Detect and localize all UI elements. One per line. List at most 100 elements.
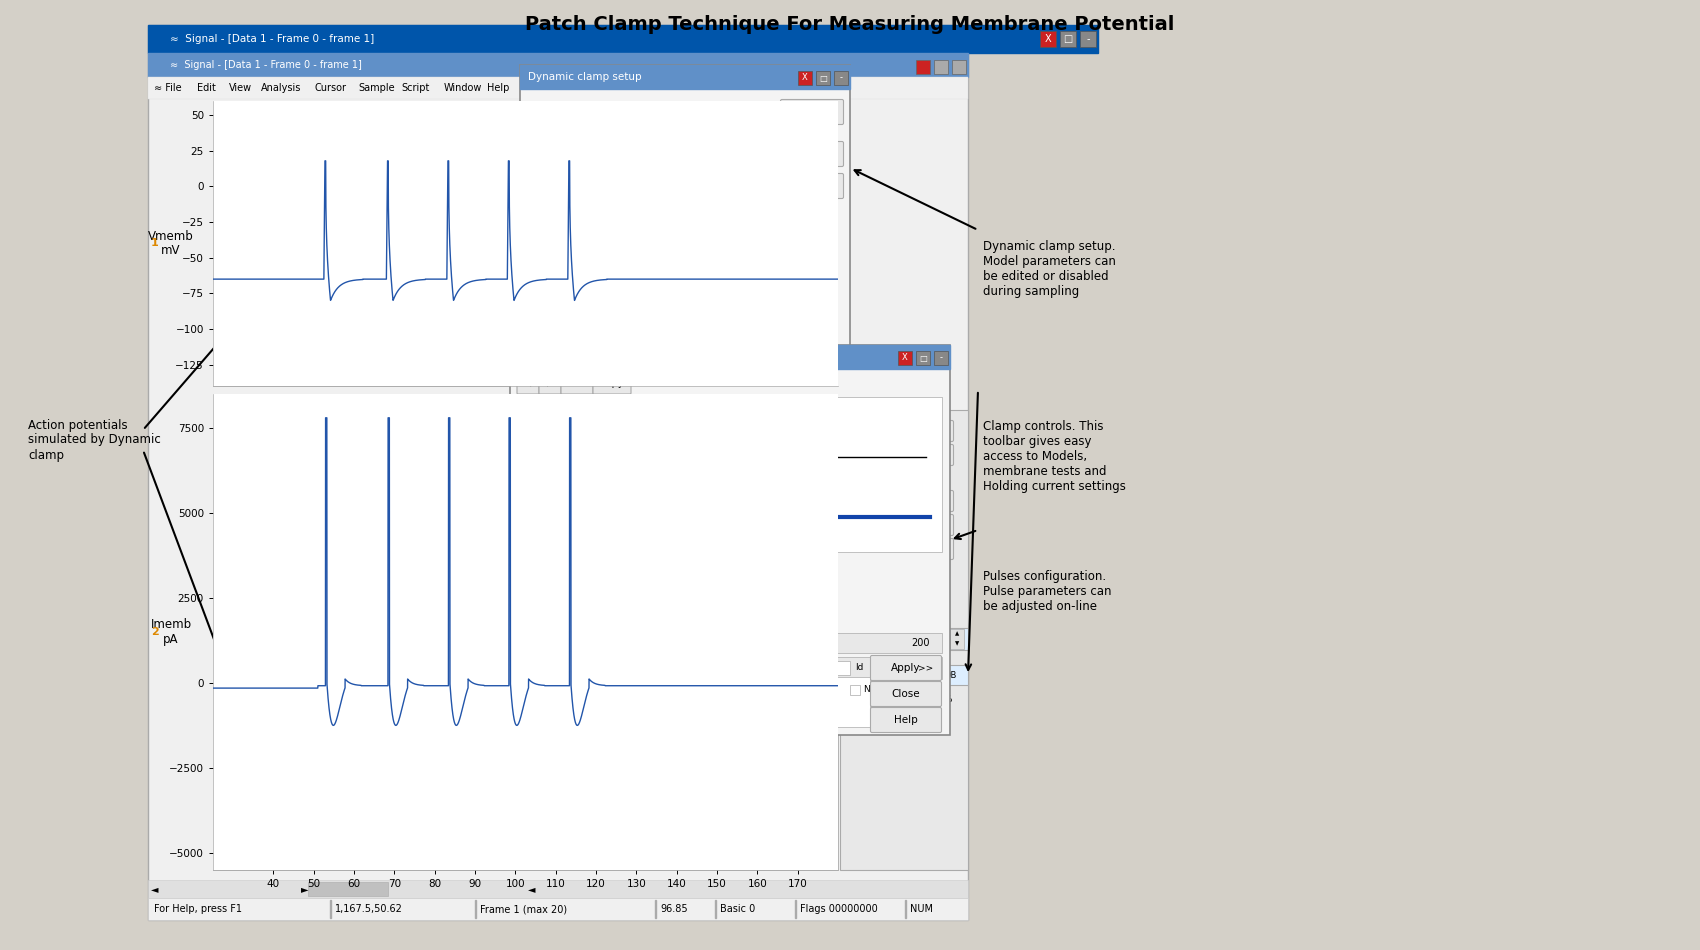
Text: Script: Script	[401, 83, 430, 93]
Bar	[797, 71, 813, 85]
Text: 0: 0	[745, 150, 751, 160]
Text: ◄: ◄	[529, 884, 536, 894]
Text: R(tot) 544.3 GOhm: R(tot) 544.3 GOhm	[843, 657, 937, 667]
Text: Id: Id	[855, 663, 864, 673]
Text: ▲: ▲	[955, 632, 959, 636]
Text: Edit: Edit	[197, 83, 216, 93]
Bar	[308, 882, 388, 896]
Text: Pause: Pause	[862, 602, 891, 612]
Bar	[892, 671, 903, 681]
Text: Linear Leak: Linear Leak	[532, 132, 585, 142]
FancyBboxPatch shape	[539, 372, 561, 394]
Text: Model type: Model type	[532, 114, 586, 124]
Text: Models...: Models...	[843, 671, 882, 679]
Text: >>: >>	[918, 663, 933, 673]
Text: Add >>: Add >>	[792, 107, 831, 117]
FancyBboxPatch shape	[855, 445, 954, 466]
Bar	[610, 661, 850, 675]
FancyBboxPatch shape	[911, 660, 942, 676]
FancyBboxPatch shape	[780, 100, 843, 124]
Text: Disable all: Disable all	[904, 671, 949, 679]
Text: 0 ms: 0 ms	[522, 638, 546, 648]
Bar	[212, 394, 838, 870]
Text: ≈  Signal - [Data 1 - Frame 0 - frame 1]: ≈ Signal - [Data 1 - Frame 0 - frame 1]	[170, 34, 374, 44]
Text: 2: 2	[151, 627, 158, 637]
Text: C: C	[524, 467, 530, 477]
Text: Chans: Chans	[695, 114, 726, 124]
Text: X: X	[802, 73, 808, 83]
Bar	[840, 665, 967, 685]
Text: Basic 0: Basic 0	[721, 904, 755, 914]
Text: Patch Clamp Technique For Measuring Membrane Potential: Patch Clamp Technique For Measuring Memb…	[525, 15, 1175, 34]
Text: Pulses configuration.
Pulse parameters can
be adjusted on-line: Pulses configuration. Pulse parameters c…	[983, 570, 1112, 613]
Bar	[933, 60, 949, 74]
Text: D: D	[524, 437, 532, 447]
Text: 200: 200	[911, 638, 930, 648]
Text: □: □	[819, 73, 826, 83]
Bar	[520, 65, 850, 89]
Bar	[835, 71, 848, 85]
Text: Stop: Stop	[892, 450, 915, 460]
Text: ms: ms	[847, 879, 862, 889]
Bar	[148, 25, 1098, 53]
Bar	[950, 629, 964, 649]
Text: Hodgkin-Huxley (A/B): Hodgkin-Huxley (A/B)	[532, 168, 629, 178]
Text: For Help, press F1: For Help, press F1	[155, 904, 241, 914]
Text: ¶: ¶	[899, 663, 906, 673]
FancyBboxPatch shape	[870, 656, 942, 680]
Bar	[933, 351, 949, 365]
Text: Close: Close	[609, 305, 638, 315]
Text: 1,167.5,50.62: 1,167.5,50.62	[335, 904, 403, 914]
Text: Force model conductances to zero between sampling sweeps: Force model conductances to zero between…	[542, 273, 777, 281]
Text: Abort: Abort	[891, 520, 918, 530]
Text: X: X	[1046, 34, 1051, 44]
Text: Dynamic clamp setup: Dynamic clamp setup	[529, 72, 641, 82]
Text: Action potentials
simulated by Dynamic
clamp: Action potentials simulated by Dynamic c…	[27, 419, 162, 462]
Bar	[916, 60, 930, 74]
Text: Frame 1 (max 20): Frame 1 (max 20)	[479, 904, 568, 914]
Text: 0: 0	[745, 168, 751, 178]
Text: Continue: Continue	[882, 426, 927, 436]
Text: Size (pA)    150    Start (ms)    50: Size (pA) 150 Start (ms) 50	[598, 684, 760, 694]
Text: ¶¶: ¶¶	[524, 663, 536, 673]
Text: K+: K+	[643, 168, 656, 178]
Text: □: □	[1064, 34, 1073, 44]
Text: Length (ms)  50: Length (ms) 50	[598, 698, 677, 708]
Text: No return: No return	[864, 686, 908, 694]
Text: Flags 00000000: Flags 00000000	[801, 904, 877, 914]
Text: ≈  Signal - [Data 1 - Frame 0 - frame 1]: ≈ Signal - [Data 1 - Frame 0 - frame 1]	[170, 60, 362, 70]
Text: 1: 1	[151, 238, 158, 249]
Bar	[840, 628, 967, 650]
Bar	[952, 60, 966, 74]
Text: Edit: Edit	[802, 149, 821, 159]
Text: Apply: Apply	[891, 663, 921, 673]
Text: -: -	[1086, 34, 1090, 44]
Text: Hodgkin-Huxley (A/B): Hodgkin-Huxley (A/B)	[532, 150, 629, 160]
Text: ▼: ▼	[955, 641, 959, 647]
Text: Clamp controls. This
toolbar gives easy
access to Models,
membrane tests and
Hol: Clamp controls. This toolbar gives easy …	[983, 420, 1125, 493]
FancyBboxPatch shape	[855, 490, 954, 511]
Text: 96.85: 96.85	[660, 904, 687, 914]
Bar	[148, 880, 967, 898]
Bar	[1040, 31, 1056, 47]
FancyBboxPatch shape	[593, 372, 631, 394]
Bar	[148, 898, 967, 920]
Text: X: X	[903, 353, 908, 363]
Text: Vmemb
mV: Vmemb mV	[148, 230, 194, 257]
Text: ►: ►	[301, 884, 308, 894]
Text: Close: Close	[892, 689, 920, 699]
Text: 1: 1	[704, 168, 709, 178]
Text: Dynamic clamp setup.
Model parameters can
be edited or disabled
during sampling: Dynamic clamp setup. Model parameters ca…	[983, 240, 1115, 298]
Bar	[510, 345, 950, 735]
Text: DACs: DACs	[743, 114, 768, 124]
FancyBboxPatch shape	[586, 296, 660, 324]
Text: ∇∇: ∇∇	[564, 663, 576, 673]
Text: 1: 1	[704, 132, 709, 142]
Bar	[850, 685, 860, 695]
Text: Name: Name	[643, 114, 672, 124]
Text: >: >	[546, 378, 554, 388]
Text: Cursor: Cursor	[314, 83, 347, 93]
Text: Del: Del	[570, 378, 585, 388]
Text: ¶¶: ¶¶	[544, 663, 556, 673]
Text: 1 slow updates, 0.005%: 1 slow updates, 0.005%	[843, 694, 952, 704]
